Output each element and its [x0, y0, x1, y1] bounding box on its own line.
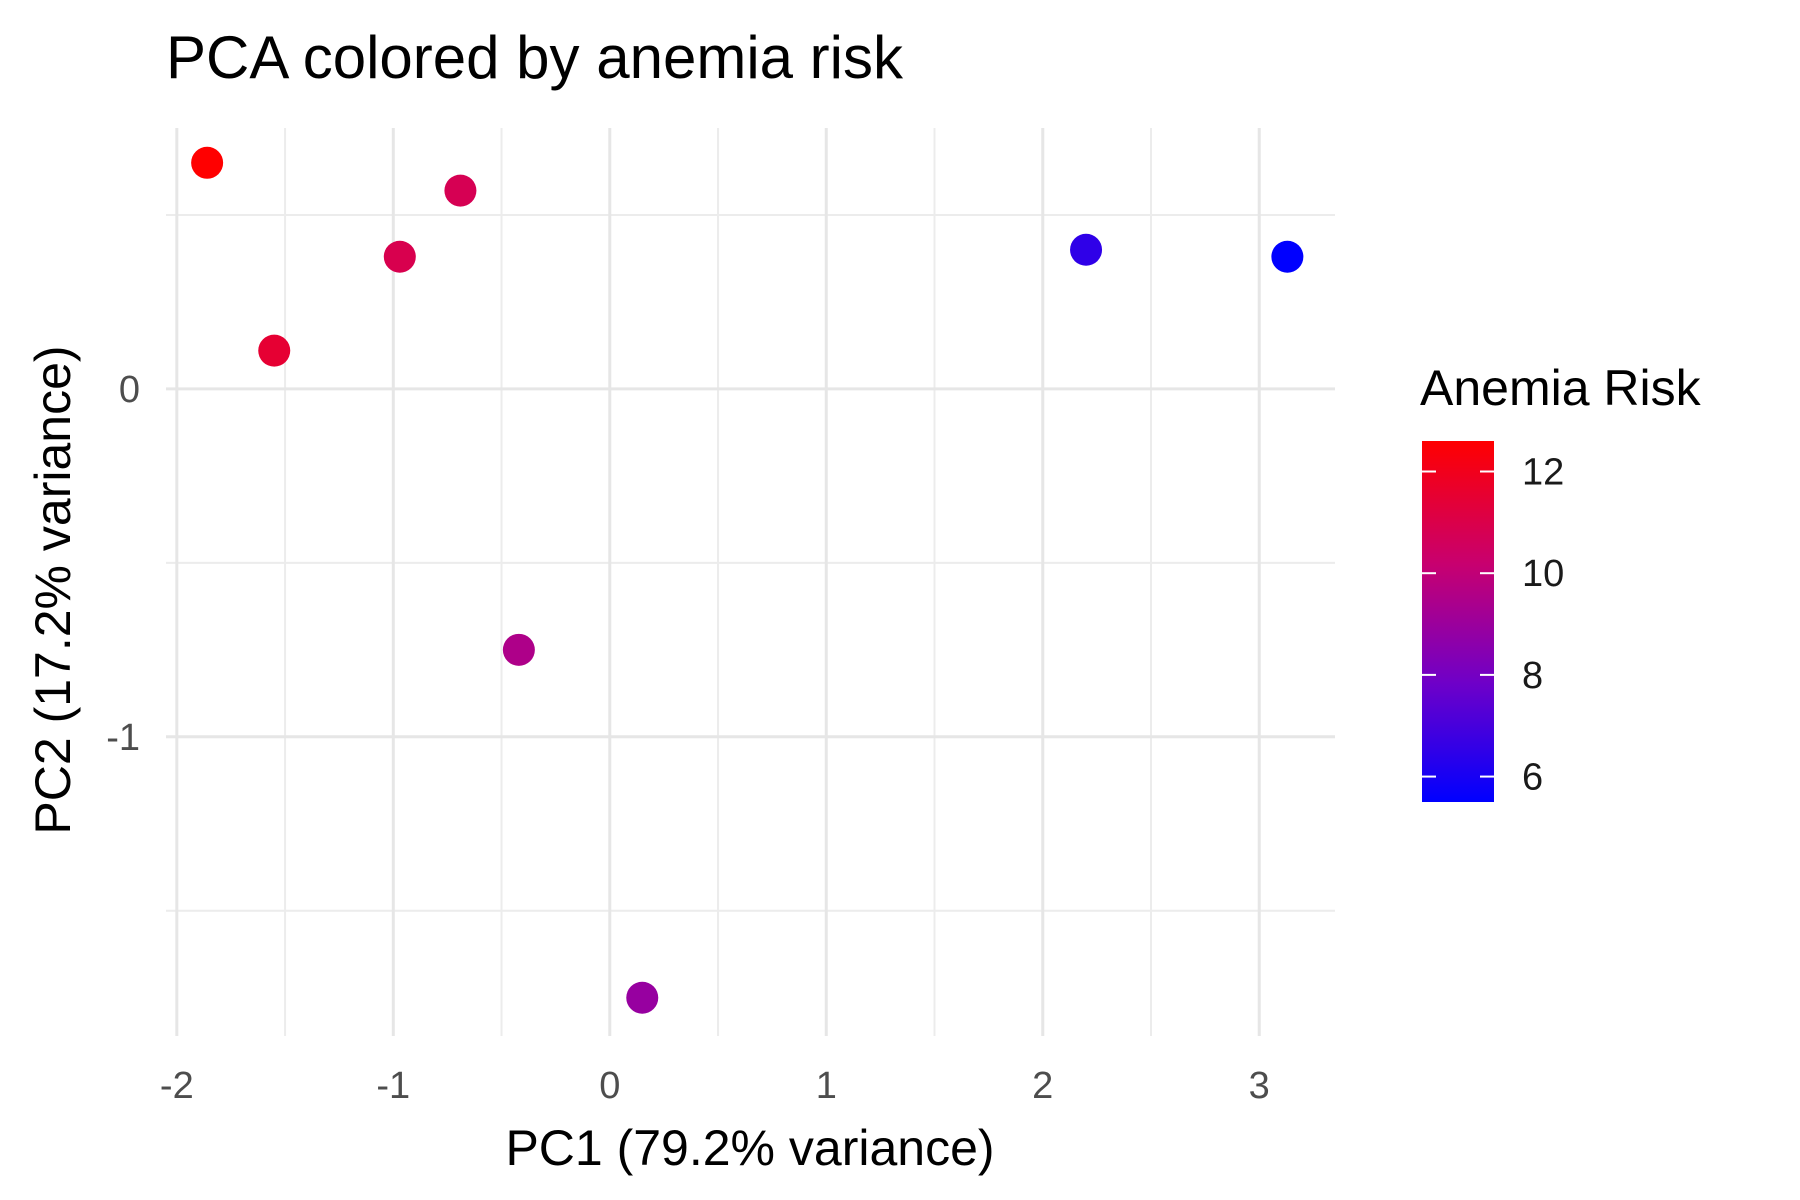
x-tick-label: 2 — [1032, 1065, 1053, 1107]
data-points — [191, 146, 1304, 1014]
data-point — [191, 146, 224, 179]
y-axis-tick-labels: -1 0 — [106, 369, 140, 759]
data-point — [444, 174, 477, 207]
data-point — [1070, 233, 1103, 266]
legend-ticks: 6 8 10 12 — [1422, 452, 1564, 799]
x-axis-title: PC1 (79.2% variance) — [505, 1120, 994, 1176]
x-tick-label: -2 — [160, 1065, 194, 1107]
data-point — [502, 633, 535, 666]
legend-colorbar — [1422, 441, 1494, 802]
x-tick-label: 1 — [816, 1065, 837, 1107]
y-axis-title: PC2 (17.2% variance) — [25, 345, 81, 834]
legend-tick-label: 6 — [1522, 757, 1543, 799]
legend-tick-label: 12 — [1522, 452, 1564, 494]
x-tick-label: -1 — [376, 1065, 410, 1107]
data-point — [626, 981, 659, 1014]
data-point — [383, 240, 416, 273]
x-axis-tick-labels: -2 -1 0 1 2 3 — [160, 1065, 1270, 1107]
x-tick-label: 3 — [1249, 1065, 1270, 1107]
data-point — [258, 334, 291, 367]
y-tick-label: -1 — [106, 717, 140, 759]
legend-title: Anemia Risk — [1420, 360, 1702, 416]
legend-tick-label: 10 — [1522, 553, 1564, 595]
x-tick-label: 0 — [599, 1065, 620, 1107]
y-tick-label: 0 — [119, 369, 140, 411]
chart-title: PCA colored by anemia risk — [166, 24, 904, 91]
data-point — [1271, 240, 1304, 273]
major-gridlines — [166, 128, 1335, 1036]
legend-tick-label: 8 — [1522, 655, 1543, 697]
color-legend: Anemia Risk 6 8 10 12 — [1420, 360, 1702, 802]
minor-gridlines — [166, 128, 1335, 1036]
